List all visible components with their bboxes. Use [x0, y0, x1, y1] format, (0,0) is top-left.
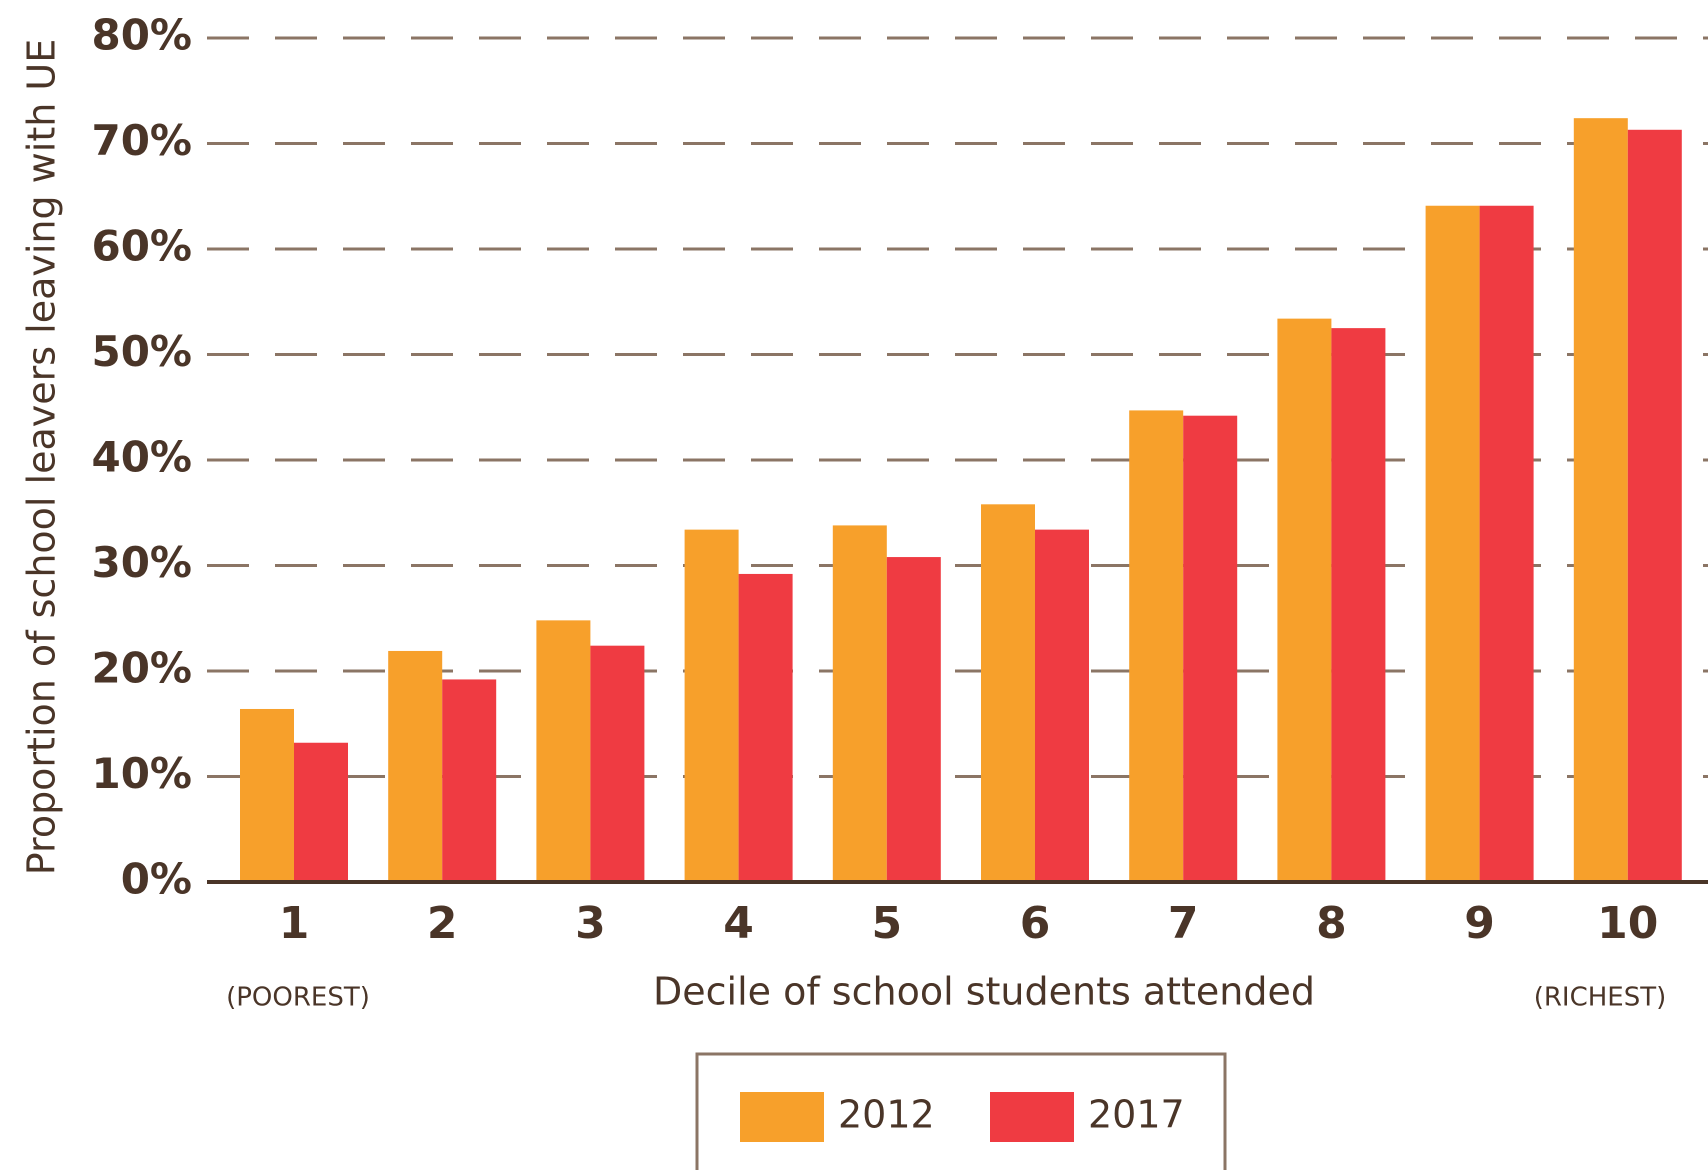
legend-swatch	[740, 1092, 824, 1142]
x-tick-label: 9	[1464, 898, 1495, 949]
y-tick-label: 70%	[91, 116, 192, 165]
bar	[1183, 415, 1238, 882]
bar	[388, 650, 443, 882]
x-tick-label: 2	[427, 898, 458, 949]
bar	[1627, 129, 1682, 882]
x-axis-label: Decile of school students attended	[653, 970, 1315, 1014]
bar	[1277, 318, 1332, 882]
y-tick-label: 0%	[121, 855, 192, 904]
bar	[1425, 205, 1480, 882]
bar	[1035, 529, 1089, 882]
y-tick-label: 20%	[91, 644, 192, 693]
x-tick-label: 3	[575, 898, 606, 949]
legend-label: 2017	[1088, 1093, 1185, 1137]
y-tick-label: 80%	[91, 11, 192, 60]
bar	[1479, 205, 1534, 882]
legend-label: 2012	[838, 1093, 935, 1137]
y-axis-label: Proportion of school leavers leaving wit…	[20, 39, 64, 875]
bar	[738, 573, 793, 882]
x-tick-label: 7	[1168, 898, 1199, 949]
bar	[240, 708, 294, 882]
bar	[536, 620, 591, 882]
x-tick-label: 10	[1597, 898, 1658, 949]
x-tick-label: 6	[1020, 898, 1051, 949]
bar	[294, 742, 348, 882]
bar	[1129, 410, 1184, 882]
annotation: (POOREST)	[226, 983, 370, 1013]
legend-swatch	[990, 1092, 1074, 1142]
y-tick-label: 60%	[91, 222, 192, 271]
bar	[981, 504, 1035, 882]
bar	[886, 557, 941, 882]
legend-box	[695, 1052, 1227, 1170]
bar	[684, 529, 739, 882]
x-tick-label: 8	[1316, 898, 1347, 949]
annotation: (RICHEST)	[1534, 983, 1667, 1013]
y-tick-label: 10%	[91, 749, 192, 798]
y-tick-label: 30%	[91, 538, 192, 587]
bar	[1331, 328, 1386, 882]
y-tick-label: 40%	[91, 433, 192, 482]
y-tick-label: 50%	[91, 327, 192, 376]
x-tick-label: 5	[871, 898, 902, 949]
bar	[590, 645, 645, 882]
bar	[442, 679, 497, 882]
x-tick-label: 4	[723, 898, 754, 949]
x-tick-label: 1	[279, 898, 310, 949]
bar	[1573, 118, 1628, 883]
bar	[832, 525, 887, 882]
